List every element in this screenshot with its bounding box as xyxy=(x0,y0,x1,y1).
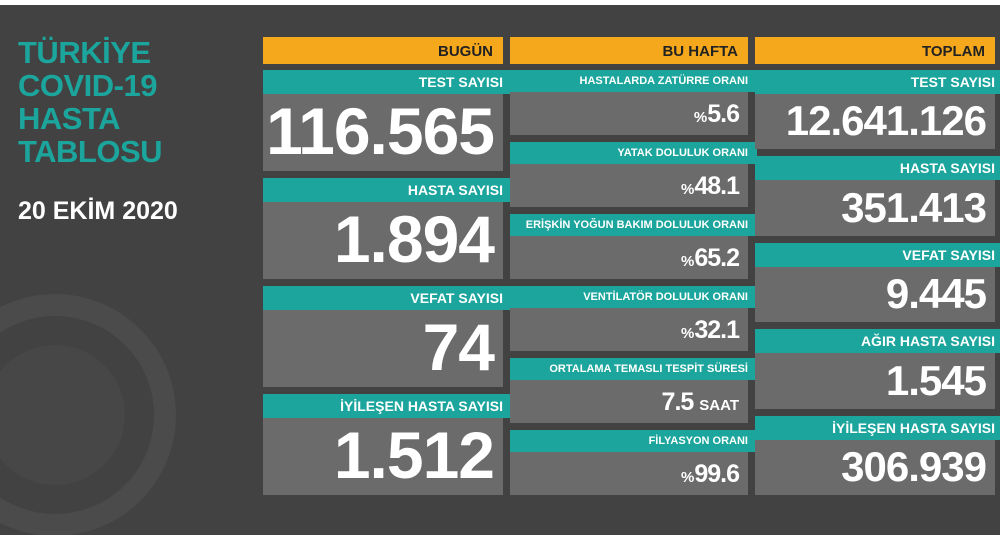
value: 116.565 xyxy=(266,94,495,168)
value: 306.939 xyxy=(841,442,987,490)
title-line: HASTA xyxy=(18,101,120,136)
stat-label: ORTALAMA TEMASLI TESPİT SÜRESİ xyxy=(510,358,757,380)
title-line: COVID-19 xyxy=(18,68,157,103)
value: 12.641.126 xyxy=(785,97,987,145)
stat-label: VEFAT SAYISI xyxy=(755,242,1000,267)
stat-label: AĞIR HASTA SAYISI xyxy=(755,329,1000,354)
stat-value: 7.5 SAAT xyxy=(662,388,739,417)
stat-card: YATAK DOLULUK ORANI %48.1 xyxy=(510,142,757,207)
stat-card: TEST SAYISI 116.565 xyxy=(263,70,512,171)
stat-value: %99.6 xyxy=(680,460,740,489)
stat-value: 116.565 xyxy=(266,93,495,169)
stat-card: ERİŞKİN YOĞUN BAKIM DOLULUK ORANI %65.2 xyxy=(510,214,757,279)
stat-value: 1.894 xyxy=(333,201,495,277)
stat-value: 1.512 xyxy=(333,417,495,493)
stat-card: İYİLEŞEN HASTA SAYISI 1.512 xyxy=(263,394,512,495)
stat-label: FİLYASYON ORANI xyxy=(510,430,757,452)
value: 1.894 xyxy=(333,202,495,276)
value: 99.6 xyxy=(694,460,740,488)
stat-value: 306.939 xyxy=(841,442,987,491)
column-header: BUGÜN xyxy=(263,37,503,64)
column-header: BU HAFTA xyxy=(510,37,748,64)
value: 1.545 xyxy=(885,356,987,404)
stat-value: 12.641.126 xyxy=(785,97,987,145)
value: 7.5 xyxy=(661,388,695,416)
value-prefix: % xyxy=(680,253,695,270)
value: 74 xyxy=(422,310,495,384)
stat-label: İYİLEŞEN HASTA SAYISI xyxy=(263,394,512,418)
stat-value: %65.2 xyxy=(680,244,740,273)
stat-card: VENTİLATÖR DOLULUK ORANI %32.1 xyxy=(510,286,757,351)
stat-label: TEST SAYISI xyxy=(263,70,512,94)
value-prefix: % xyxy=(680,181,695,198)
stat-value: %48.1 xyxy=(680,172,740,201)
value: 351.413 xyxy=(841,183,987,231)
value-prefix: % xyxy=(680,469,695,486)
stat-label: VENTİLATÖR DOLULUK ORANI xyxy=(510,286,757,308)
stat-label: HASTA SAYISI xyxy=(263,178,512,202)
column-header: TOPLAM xyxy=(755,37,995,64)
stat-card: VEFAT SAYISI 9.445 xyxy=(755,242,1000,323)
value: 65.2 xyxy=(694,244,740,272)
stat-card: HASTA SAYISI 351.413 xyxy=(755,156,1000,236)
stat-value: %32.1 xyxy=(680,316,740,345)
title-line: TABLOSU xyxy=(18,134,163,169)
stat-card: FİLYASYON ORANI %99.6 xyxy=(510,430,757,495)
stat-value: 351.413 xyxy=(841,183,987,232)
stat-label: İYİLEŞEN HASTA SAYISI xyxy=(755,415,1000,440)
value: 5.6 xyxy=(707,100,740,128)
value: 9.445 xyxy=(885,270,987,318)
stat-label: YATAK DOLULUK ORANI xyxy=(510,142,757,164)
stat-label: TEST SAYISI xyxy=(755,70,1000,94)
dashboard: TÜRKİYE COVID-19 HASTA TABLOSU 20 EKİM 2020 B… xyxy=(0,5,1000,535)
date: 20 EKİM 2020 xyxy=(18,197,178,225)
value: 1.512 xyxy=(333,418,495,492)
stat-value: %5.6 xyxy=(693,100,740,129)
stat-card: AĞIR HASTA SAYISI 1.545 xyxy=(755,329,1000,409)
stat-card: TEST SAYISI 12.641.126 xyxy=(755,70,1000,150)
stat-card: VEFAT SAYISI 74 xyxy=(263,286,512,387)
stat-value: 74 xyxy=(422,309,495,385)
stat-value: 9.445 xyxy=(885,270,987,318)
value: 32.1 xyxy=(694,316,740,344)
emblem xyxy=(0,294,176,535)
stat-label: ERİŞKİN YOĞUN BAKIM DOLULUK ORANI xyxy=(510,214,757,236)
stat-label: HASTA SAYISI xyxy=(755,156,1000,181)
stat-card: ORTALAMA TEMASLI TESPİT SÜRESİ 7.5 SAAT xyxy=(510,358,757,423)
stat-card: HASTALARDA ZATÜRRE ORANI %5.6 xyxy=(510,70,757,135)
stat-card: İYİLEŞEN HASTA SAYISI 306.939 xyxy=(755,415,1000,495)
stat-label: HASTALARDA ZATÜRRE ORANI xyxy=(510,70,757,92)
stat-value: 1.545 xyxy=(885,356,987,405)
title-line: TÜRKİYE xyxy=(18,35,151,70)
value-unit: SAAT xyxy=(699,397,739,414)
value-prefix: % xyxy=(693,109,708,126)
stat-label: VEFAT SAYISI xyxy=(263,286,512,310)
stat-card: HASTA SAYISI 1.894 xyxy=(263,178,512,279)
value-prefix: % xyxy=(680,325,695,342)
value: 48.1 xyxy=(694,172,740,200)
